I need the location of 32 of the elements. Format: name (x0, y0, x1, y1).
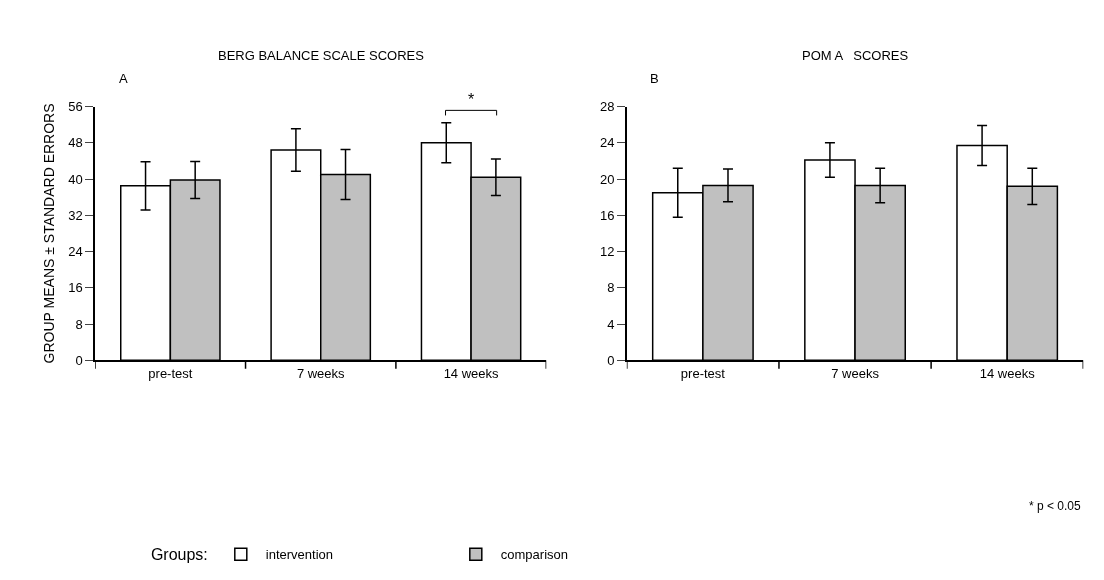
x-tick-label: pre-test (148, 365, 193, 381)
y-tick-label: 24 (68, 244, 83, 260)
chart-title: POM A SCORES (802, 48, 909, 63)
y-tick-label: 28 (599, 99, 615, 115)
y-tick-label: 32 (68, 207, 83, 223)
legend-label: comparison (500, 547, 569, 563)
annotation: * (468, 91, 475, 108)
y-tick-label: 16 (599, 207, 615, 223)
text: A (119, 71, 128, 86)
y-tick-label: 48 (68, 135, 83, 151)
text: * p < 0.05 (1029, 499, 1082, 513)
y-tick-label: 56 (68, 99, 83, 115)
y-axis-title: GROUP MEANS ± STANDARD ERRORS (41, 103, 58, 364)
y-tick-label: 12 (599, 244, 615, 260)
y-tick-label: 4 (607, 316, 615, 332)
x-tick-label: pre-test (680, 365, 726, 381)
y-tick-label: 0 (607, 352, 615, 368)
y-tick-label: 8 (75, 316, 83, 332)
x-tick-label: 7 weeks (831, 365, 880, 381)
y-tick-label: 8 (607, 280, 615, 296)
y-tick-label: 16 (68, 280, 83, 296)
y-tick-label: 40 (68, 171, 83, 187)
y-tick-label: 0 (75, 352, 83, 368)
y-tick-label: 20 (599, 171, 615, 187)
x-tick-label: 7 weeks (296, 365, 346, 381)
text: B (650, 71, 659, 86)
legend-title: Groups: (150, 546, 208, 563)
x-tick-label: 14 weeks (443, 365, 500, 381)
y-tick-label: 24 (599, 135, 615, 151)
x-tick-label: 14 weeks (979, 365, 1036, 381)
chart-title: BERG BALANCE SCALE SCORES (218, 48, 425, 63)
legend-label: intervention (265, 547, 334, 563)
